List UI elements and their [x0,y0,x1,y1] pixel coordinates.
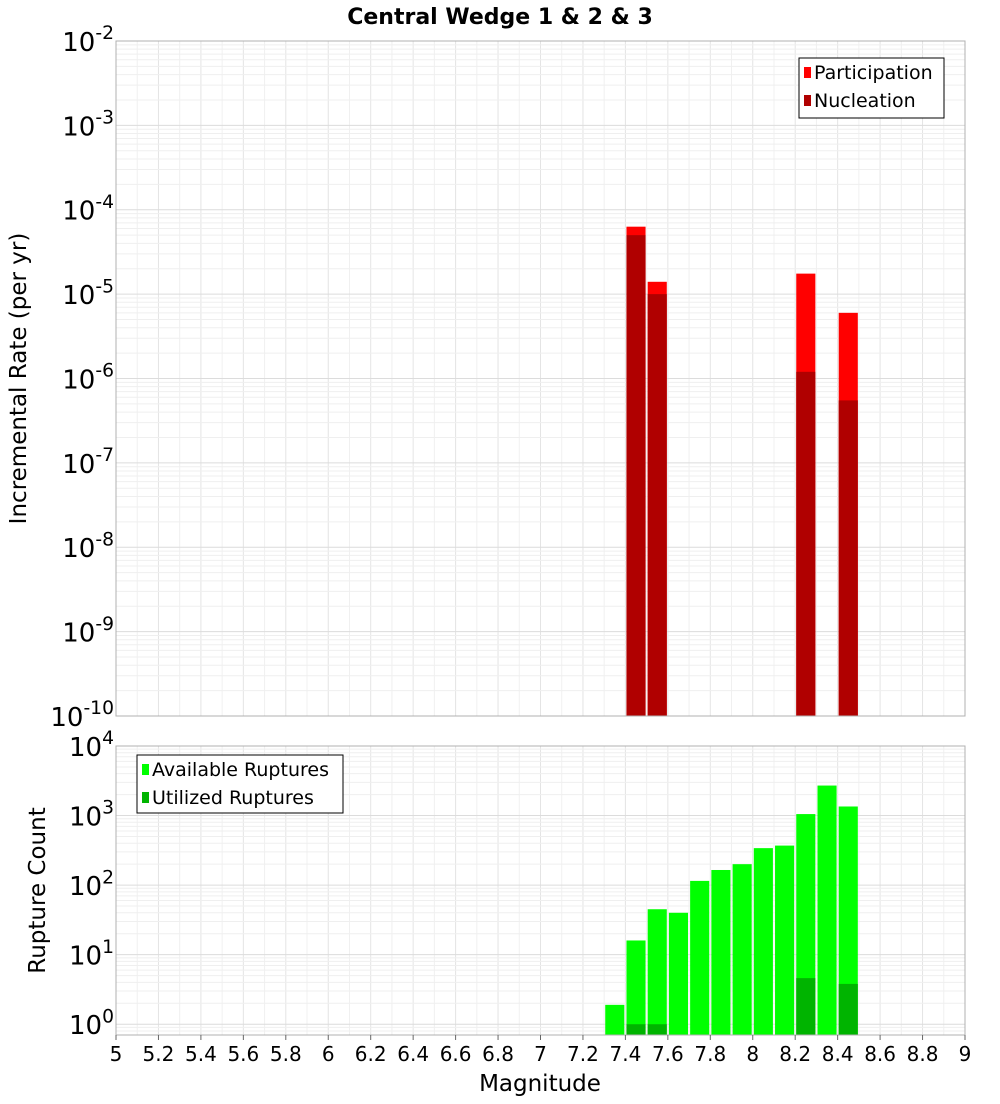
x-tick-label: 9 [959,1042,972,1066]
top-y-tick-label: 10-8 [62,529,114,564]
x-tick-label: 6.6 [440,1042,472,1066]
x-tick-label: 5 [110,1042,123,1066]
bottom-bar-s1 [690,880,710,1035]
bottom-y-tick-label: 104 [69,728,114,763]
x-tick-label: 7.8 [694,1042,726,1066]
bottom-legend-swatch [142,792,149,803]
top-y-tick-label: 10-9 [62,614,114,649]
x-tick-label: 8.4 [822,1042,854,1066]
x-tick-label: 6.4 [397,1042,429,1066]
bottom-bar-s1 [775,845,795,1035]
top-legend-box [798,57,945,119]
top-y-tick-label: 10-7 [62,445,114,480]
x-tick-label: 5.8 [270,1042,302,1066]
bottom-bar-s1 [711,869,731,1035]
bottom-y-tick-label: 101 [69,937,114,972]
bottom-y-tick-label: 102 [69,867,114,902]
x-tick-label: 6.8 [482,1042,514,1066]
bottom-bar-s1 [626,940,646,1035]
top-y-tick-label: 10-3 [62,108,114,143]
top-y-axis-label: Incremental Rate (per yr) [6,233,32,525]
top-y-tick-label: 10-6 [62,361,114,396]
top-y-tick-label: 10-4 [62,192,114,227]
top-legend-swatch [804,67,811,78]
top-bar-s2 [647,294,667,716]
x-tick-label: 6 [322,1042,335,1066]
top-bar-s2 [626,235,646,716]
bottom-legend-swatch [142,764,149,775]
bottom-bar-s2 [796,978,816,1035]
bottom-bar-s1 [668,912,689,1035]
x-tick-label: 6.2 [355,1042,387,1066]
bottom-legend-label: Available Ruptures [152,759,329,781]
x-tick-label: 7.2 [567,1042,599,1066]
bottom-bar-s2 [838,983,858,1035]
chart-title: Central Wedge 1 & 2 & 3 [347,5,653,30]
top-y-tick-label: 10-10 [50,698,114,733]
bottom-y-tick-label: 100 [69,1006,114,1041]
x-axis-label: Magnitude [479,1071,601,1097]
bottom-bar-s1 [647,909,667,1035]
bottom-bar-s1 [732,864,752,1035]
x-tick-label: 5.6 [227,1042,259,1066]
x-tick-label: 5.4 [185,1042,217,1066]
top-legend-label: Nucleation [814,90,916,112]
bottom-y-tick-label: 103 [69,798,114,833]
top-legend-label: Participation [814,62,933,84]
x-tick-label: 8.6 [864,1042,896,1066]
top-y-tick-label: 10-2 [62,23,114,58]
top-plot-border [115,40,966,717]
bottom-bar-s1 [838,806,858,1035]
bottom-y-axis-label: Rupture Count [25,807,51,973]
x-tick-label: 8.2 [779,1042,811,1066]
top-y-tick-label: 10-5 [62,276,114,311]
x-tick-label: 8 [746,1042,759,1066]
bottom-bar-s1 [817,785,837,1035]
top-bar-s2 [796,371,816,716]
bottom-legend-box [136,754,344,814]
x-tick-label: 7.4 [609,1042,641,1066]
top-bar-s2 [838,400,858,716]
x-tick-label: 7.6 [652,1042,684,1066]
x-tick-label: 5.2 [143,1042,175,1066]
bottom-bar-s1 [753,848,773,1035]
bottom-bar-s2 [647,1024,667,1035]
bottom-legend-label: Utilized Ruptures [152,787,314,809]
top-legend-swatch [804,95,811,106]
x-tick-label: 7 [534,1042,547,1066]
bottom-bar-s2 [626,1024,646,1035]
x-tick-label: 8.8 [907,1042,939,1066]
bottom-bar-s1 [605,1004,625,1035]
